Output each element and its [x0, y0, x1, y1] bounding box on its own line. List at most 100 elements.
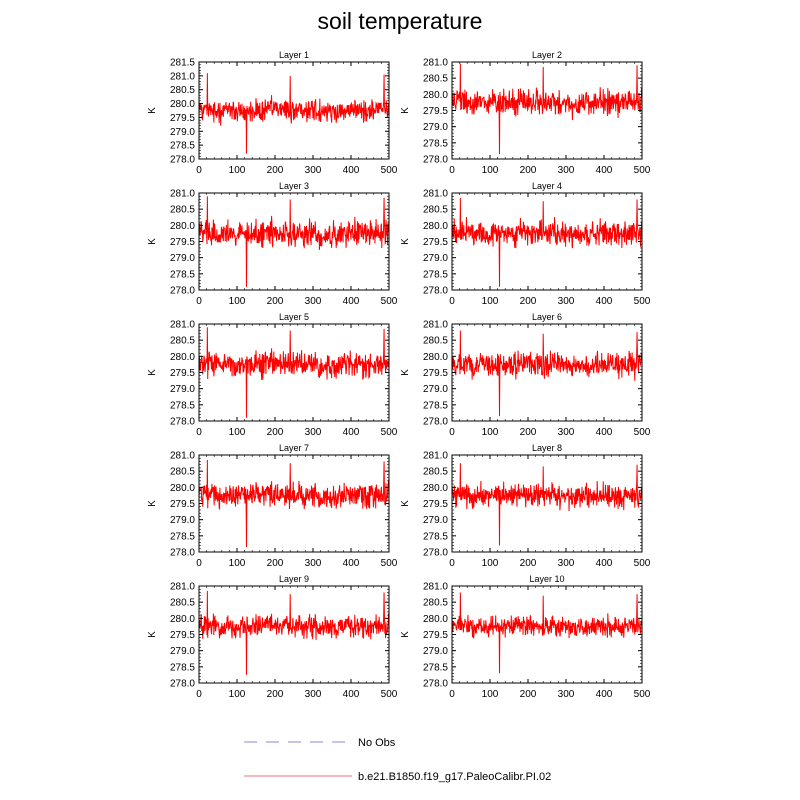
panel-layer-9: Layer 9 278.0 278.5 279.0 279.5 280.0 280.5 281…: [147, 574, 398, 700]
y-axis-label: K: [400, 107, 411, 114]
x-tick-label: 200: [520, 558, 537, 569]
y-tick-label: 279.5: [423, 368, 448, 379]
y-tick-label: 280.0: [170, 614, 195, 625]
y-tick-label: 278.5: [423, 269, 448, 280]
y-tick-label: 279.5: [423, 106, 448, 117]
x-tick-label: 300: [305, 558, 322, 569]
x-tick-label: 200: [520, 689, 537, 700]
y-tick-label: 278.0: [170, 286, 195, 297]
y-axis-label: K: [147, 238, 158, 245]
y-axis-label: K: [400, 369, 411, 376]
panel-layer-5: Layer 5 278.0 278.5 279.0 279.5 280.0 280.5 281…: [147, 312, 398, 438]
y-tick-label: 279.5: [423, 237, 448, 248]
y-axis-label: K: [147, 369, 158, 376]
plot-frame: [451, 585, 643, 684]
y-tick-label: 281.0: [170, 451, 195, 462]
x-tick-label: 0: [449, 165, 455, 176]
x-tick-label: 0: [196, 165, 202, 176]
panel-title: Layer 2: [532, 50, 562, 60]
plot-frame: [198, 61, 390, 160]
plot-frame: [198, 454, 390, 553]
x-tick-label: 400: [343, 165, 360, 176]
series-line-layer-9: [199, 590, 389, 675]
y-tick-label: 278.5: [423, 662, 448, 673]
x-tick-label: 100: [482, 427, 499, 438]
x-tick-label: 200: [267, 427, 284, 438]
x-tick-label: 200: [267, 165, 284, 176]
x-tick-label: 400: [596, 689, 613, 700]
x-tick-label: 100: [229, 689, 246, 700]
x-tick-label: 300: [558, 427, 575, 438]
x-tick-label: 500: [381, 296, 398, 307]
y-tick-label: 279.5: [170, 630, 195, 641]
x-tick-label: 0: [196, 689, 202, 700]
series-line-layer-8: [452, 463, 642, 546]
y-tick-label: 278.5: [170, 269, 195, 280]
y-tick-label: 280.5: [170, 205, 195, 216]
series-line-layer-2: [452, 63, 642, 155]
x-tick-label: 400: [343, 296, 360, 307]
x-tick-label: 100: [482, 296, 499, 307]
x-tick-label: 0: [196, 558, 202, 569]
x-tick-label: 400: [343, 689, 360, 700]
y-tick-label: 278.0: [423, 155, 448, 166]
x-tick-label: 200: [267, 558, 284, 569]
y-tick-label: 280.0: [170, 221, 195, 232]
x-tick-label: 200: [520, 427, 537, 438]
x-tick-label: 200: [520, 296, 537, 307]
series-line-layer-10: [452, 592, 642, 674]
y-axis-label: K: [147, 500, 158, 507]
y-tick-label: 278.5: [170, 662, 195, 673]
x-tick-label: 100: [229, 558, 246, 569]
y-tick-label: 279.0: [170, 127, 195, 138]
x-tick-label: 500: [634, 427, 651, 438]
x-tick-label: 200: [520, 165, 537, 176]
y-tick-label: 278.5: [423, 531, 448, 542]
series-line-layer-1: [199, 73, 389, 154]
panel-title: Layer 3: [279, 181, 309, 191]
panel-title: Layer 10: [529, 574, 564, 584]
y-tick-label: 281.0: [423, 451, 448, 462]
y-tick-label: 281.0: [170, 582, 195, 593]
y-tick-label: 279.5: [423, 499, 448, 510]
y-axis-label: K: [400, 238, 411, 245]
panel-title: Layer 4: [532, 181, 562, 191]
y-tick-label: 279.0: [170, 646, 195, 657]
x-tick-label: 400: [343, 427, 360, 438]
y-tick-label: 280.0: [423, 483, 448, 494]
y-tick-label: 280.5: [170, 598, 195, 609]
y-tick-label: 280.5: [423, 74, 448, 85]
series-line-layer-4: [452, 197, 642, 287]
y-tick-label: 278.5: [170, 531, 195, 542]
x-tick-label: 100: [229, 296, 246, 307]
y-tick-label: 280.0: [423, 352, 448, 363]
legend-label-no-obs: No Obs: [358, 737, 396, 749]
panel-layer-10: Layer 10 278.0 278.5 279.0 279.5 280.0 280.5 28…: [400, 574, 651, 700]
x-tick-label: 300: [558, 296, 575, 307]
plot-frame: [198, 192, 390, 291]
y-tick-label: 278.0: [423, 417, 448, 428]
y-tick-label: 280.0: [170, 483, 195, 494]
x-tick-label: 300: [305, 296, 322, 307]
y-tick-label: 279.0: [423, 384, 448, 395]
chart-title: soil temperature: [317, 8, 483, 34]
x-tick-label: 500: [381, 558, 398, 569]
legend-label-model: b.e21.B1850.f19_g17.PaleoCalibr.PI.02: [358, 771, 551, 783]
series-line-layer-3: [199, 196, 389, 287]
x-tick-label: 500: [634, 296, 651, 307]
y-tick-label: 279.5: [170, 113, 195, 124]
y-tick-label: 281.0: [170, 71, 195, 82]
y-tick-label: 280.5: [170, 85, 195, 96]
panel-layer-4: Layer 4 278.0 278.5 279.0 279.5 280.0 280.5 281…: [400, 181, 651, 307]
y-tick-label: 280.5: [170, 336, 195, 347]
panel-layer-1: Layer 1 278.0 278.5 279.0 279.5 280.0 280.5 281…: [147, 50, 398, 176]
y-tick-label: 280.0: [423, 614, 448, 625]
y-tick-label: 280.5: [423, 336, 448, 347]
y-tick-label: 281.5: [170, 58, 195, 69]
y-tick-label: 279.0: [423, 646, 448, 657]
x-tick-label: 400: [596, 165, 613, 176]
y-tick-label: 279.5: [170, 368, 195, 379]
x-tick-label: 500: [634, 689, 651, 700]
y-tick-label: 281.0: [170, 320, 195, 331]
